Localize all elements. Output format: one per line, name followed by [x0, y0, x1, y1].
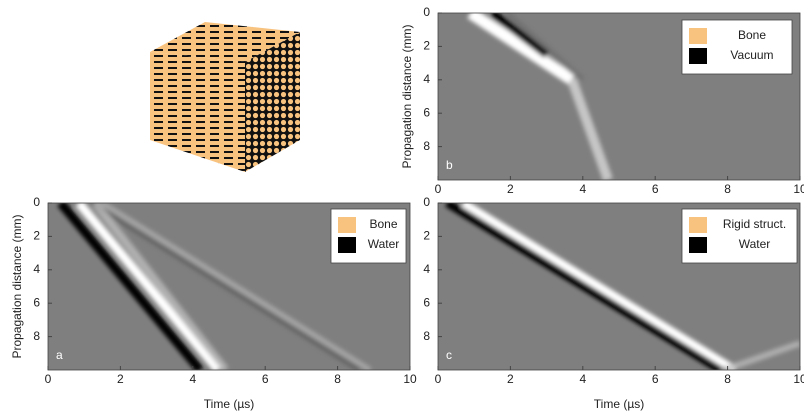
- wave-bands: [444, 203, 800, 370]
- y-tick-label: 2: [423, 229, 430, 243]
- legend-swatch: [689, 237, 707, 253]
- x-tick-label: 10: [793, 372, 804, 386]
- legend-swatch: [689, 28, 707, 44]
- legend-label: Rigid struct.: [723, 217, 786, 231]
- wave-band: [489, 13, 550, 58]
- x-tick-label: 2: [507, 372, 514, 386]
- wave-band: [722, 340, 800, 370]
- legend-swatch: [689, 48, 707, 64]
- panel: 0 2 4 6 8 10 0 2 4 6 8 Time (µs) c Rigid struct. Water: [423, 195, 804, 411]
- x-tick-label: 8: [724, 372, 731, 386]
- x-tick-label: 8: [724, 182, 731, 196]
- wave-band: [90, 203, 361, 370]
- y-tick-label: 0: [423, 195, 430, 209]
- legend-swatch: [338, 217, 356, 233]
- x-tick-label: 6: [652, 182, 659, 196]
- y-tick-label: 2: [423, 39, 430, 53]
- panel-letter: c: [446, 348, 452, 362]
- legend-label: Water: [739, 237, 771, 251]
- wave-band: [444, 203, 723, 370]
- y-tick-label: 4: [33, 262, 40, 276]
- x-axis-label: Time (µs): [594, 397, 644, 411]
- panel: 0 2 4 6 8 10 0 2 4 6 8 Propagation distance (mm) Tim…: [10, 195, 417, 411]
- x-tick-label: 10: [403, 372, 417, 386]
- x-tick-label: 2: [117, 372, 124, 386]
- legend-label: Bone: [738, 28, 766, 42]
- legend-label: Vacuum: [730, 48, 773, 62]
- legend-swatch: [689, 217, 707, 233]
- axes-frame: [47, 202, 411, 371]
- y-tick-label: 0: [423, 5, 430, 19]
- x-tick-label: 2: [507, 182, 514, 196]
- wave-band: [504, 13, 585, 83]
- y-tick-label: 8: [423, 139, 430, 153]
- x-tick-label: 0: [435, 182, 442, 196]
- legend-swatch: [338, 237, 356, 253]
- wave-band: [467, 13, 576, 85]
- wave-band: [91, 203, 229, 370]
- axes-frame: [437, 12, 801, 181]
- y-axis-label: Propagation distance (mm): [10, 214, 24, 358]
- axes-frame: [437, 202, 801, 371]
- wave-band: [567, 78, 613, 180]
- x-tick-label: 4: [189, 372, 196, 386]
- wave-band: [100, 203, 372, 370]
- wave-band: [461, 203, 737, 370]
- x-tick-label: 4: [579, 182, 586, 196]
- wave-bands: [467, 13, 613, 180]
- x-tick-label: 0: [435, 372, 442, 386]
- legend-label: Water: [368, 237, 400, 251]
- x-tick-label: 6: [652, 372, 659, 386]
- y-tick-label: 6: [423, 295, 430, 309]
- wave-band: [75, 203, 222, 370]
- x-tick-label: 10: [793, 182, 804, 196]
- panel-letter: b: [446, 158, 453, 172]
- y-tick-label: 8: [423, 329, 430, 343]
- y-tick-label: 8: [33, 329, 40, 343]
- y-tick-label: 4: [423, 262, 430, 276]
- legend-label: Bone: [369, 217, 397, 231]
- y-tick-label: 6: [423, 105, 430, 119]
- panel: 0 2 4 6 8 10 0 2 4 6 8 Propagation distance (mm) b Bo…: [400, 5, 804, 196]
- x-tick-label: 4: [579, 372, 586, 386]
- panel-letter: a: [56, 348, 63, 362]
- cube-illustration: [150, 22, 300, 172]
- y-tick-label: 0: [33, 195, 40, 209]
- x-tick-label: 6: [262, 372, 269, 386]
- wave-bands: [57, 203, 372, 370]
- x-tick-label: 0: [45, 372, 52, 386]
- x-tick-label: 8: [334, 372, 341, 386]
- y-tick-label: 2: [33, 229, 40, 243]
- y-tick-label: 6: [33, 295, 40, 309]
- y-axis-label: Propagation distance (mm): [400, 24, 414, 168]
- x-axis-label: Time (µs): [204, 397, 254, 411]
- y-tick-label: 4: [423, 72, 430, 86]
- wave-band: [57, 203, 204, 370]
